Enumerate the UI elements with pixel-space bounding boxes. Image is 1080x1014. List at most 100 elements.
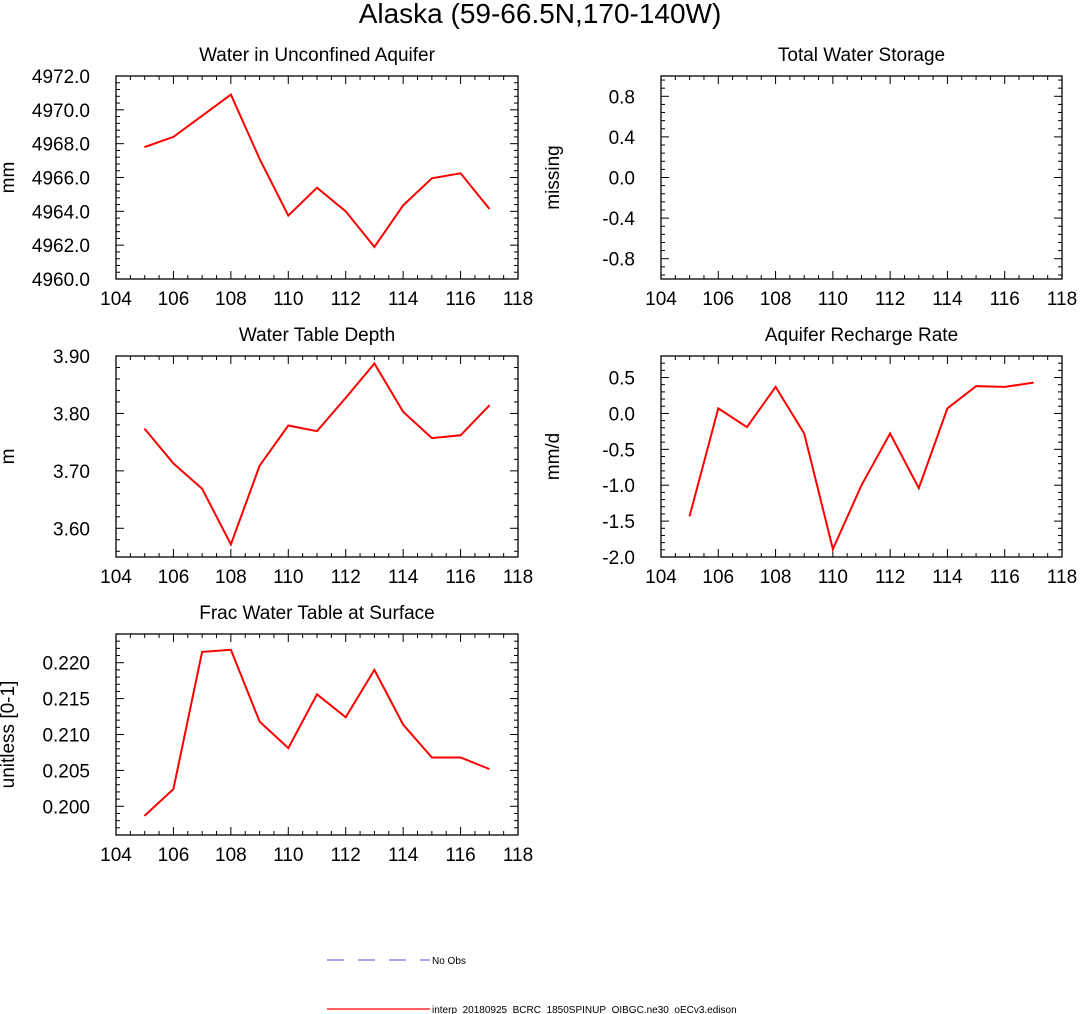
y-tick-label: 4972.0 xyxy=(32,67,90,88)
data-point xyxy=(689,515,691,517)
x-tick-label: 108 xyxy=(760,289,792,310)
data-point xyxy=(402,411,404,413)
x-tick-label: 106 xyxy=(702,289,734,310)
data-point xyxy=(803,432,805,435)
data-point xyxy=(431,756,433,759)
legend-label-model: interp_20180925_BCRC_1850SPINUP_OIBGC.ne… xyxy=(432,1005,737,1014)
data-point xyxy=(946,407,949,410)
data-point xyxy=(316,187,318,189)
x-tick-label: 118 xyxy=(503,567,533,588)
data-point xyxy=(258,465,261,467)
data-point xyxy=(144,146,146,148)
x-tick-label: 116 xyxy=(990,289,1020,310)
y-tick-label: -1.0 xyxy=(602,476,635,497)
data-point xyxy=(860,484,863,486)
data-point xyxy=(774,386,777,388)
x-tick-label: 116 xyxy=(445,845,475,866)
data-point xyxy=(488,768,490,770)
data-point xyxy=(402,723,404,726)
series-line xyxy=(143,361,491,547)
y-axis-label: missing xyxy=(543,145,564,209)
data-point xyxy=(459,172,462,174)
data-point xyxy=(172,788,175,790)
panel-title: Total Water Storage xyxy=(778,45,945,66)
data-point xyxy=(431,177,433,179)
data-point xyxy=(345,397,347,399)
x-tick-label: 104 xyxy=(645,289,677,310)
data-point xyxy=(889,432,891,435)
x-tick-label: 110 xyxy=(273,567,303,588)
y-tick-label: 4966.0 xyxy=(32,169,90,190)
x-tick-label: 114 xyxy=(932,289,963,310)
data-point xyxy=(488,208,490,210)
data-point xyxy=(287,747,289,749)
data-point xyxy=(230,649,232,651)
data-point xyxy=(230,543,232,545)
data-point xyxy=(287,214,289,217)
data-point xyxy=(258,720,261,723)
x-tick-label: 106 xyxy=(158,289,190,310)
panel-frac: Frac Water Table at Surface 104 106 108 110 1… xyxy=(0,603,533,866)
y-tick-label: 0.0 xyxy=(609,404,635,425)
panel-tws: Total Water Storage 104 106 108 110 112 114 116… xyxy=(543,45,1077,310)
plot-frame xyxy=(660,75,1063,280)
series-line xyxy=(688,381,1034,553)
data-point xyxy=(402,204,404,207)
x-tick-label: 104 xyxy=(645,567,677,588)
x-tick-label: 118 xyxy=(1047,567,1077,588)
y-tick-label: -2.0 xyxy=(602,548,635,569)
data-point xyxy=(201,115,203,117)
panel-recharge: Aquifer Recharge Rate 104 106 108 110 112 114 1… xyxy=(543,325,1077,588)
y-tick-label: 0.4 xyxy=(609,128,636,149)
y-tick-label: 4962.0 xyxy=(32,236,90,257)
y-tick-label: -0.5 xyxy=(602,440,635,461)
data-point xyxy=(1004,386,1006,388)
y-tick-label: -1.5 xyxy=(602,512,635,533)
y-tick-label: -0.4 xyxy=(602,209,635,230)
y-tick-label: 0.5 xyxy=(609,369,635,390)
plot-frame xyxy=(115,75,519,280)
x-tick-label: 110 xyxy=(273,845,303,866)
y-tick-label: 0.0 xyxy=(609,169,635,190)
y-axis-label: mm xyxy=(0,162,19,194)
data-point xyxy=(316,430,318,432)
panel-title: Water in Unconfined Aquifer xyxy=(199,45,436,66)
x-tick-label: 118 xyxy=(1047,289,1077,310)
x-tick-label: 110 xyxy=(818,567,848,588)
x-tick-label: 108 xyxy=(215,289,247,310)
x-tick-label: 104 xyxy=(100,289,132,310)
y-tick-label: 4970.0 xyxy=(32,101,90,122)
data-point xyxy=(230,94,232,96)
data-point xyxy=(373,246,376,248)
x-tick-label: 114 xyxy=(388,845,419,866)
data-point xyxy=(201,651,203,653)
legend-item-model: interp_20180925_BCRC_1850SPINUP_OIBGC.ne… xyxy=(327,1005,737,1014)
y-tick-label: 0.220 xyxy=(42,654,90,675)
data-point xyxy=(258,158,261,160)
y-tick-label: 0.215 xyxy=(42,690,90,711)
x-tick-label: 114 xyxy=(388,289,419,310)
data-point xyxy=(746,426,748,428)
plot-frame xyxy=(115,633,519,836)
data-point xyxy=(316,693,318,695)
y-tick-label: 4964.0 xyxy=(32,202,90,223)
panel-title: Water Table Depth xyxy=(239,325,395,346)
y-tick-label: 3.90 xyxy=(53,347,90,368)
data-point xyxy=(144,815,146,817)
y-tick-label: 4968.0 xyxy=(32,135,90,156)
legend: No Obs interp_20180925_BCRC_1850SPINUP_O… xyxy=(327,956,737,1014)
x-tick-label: 116 xyxy=(445,289,475,310)
y-axis-label: m xyxy=(0,449,19,465)
data-point xyxy=(717,407,719,410)
y-tick-label: 0.210 xyxy=(42,726,90,747)
data-point xyxy=(431,437,433,439)
y-tick-label: 3.60 xyxy=(53,519,90,540)
panel-wtd: Water Table Depth 104 106 108 110 112 114 116 11… xyxy=(0,325,533,588)
series-line xyxy=(144,648,490,817)
x-tick-label: 108 xyxy=(215,567,247,588)
data-point xyxy=(144,428,146,430)
data-point xyxy=(287,424,289,427)
panel-title: Frac Water Table at Surface xyxy=(199,603,435,624)
data-point xyxy=(832,548,834,550)
